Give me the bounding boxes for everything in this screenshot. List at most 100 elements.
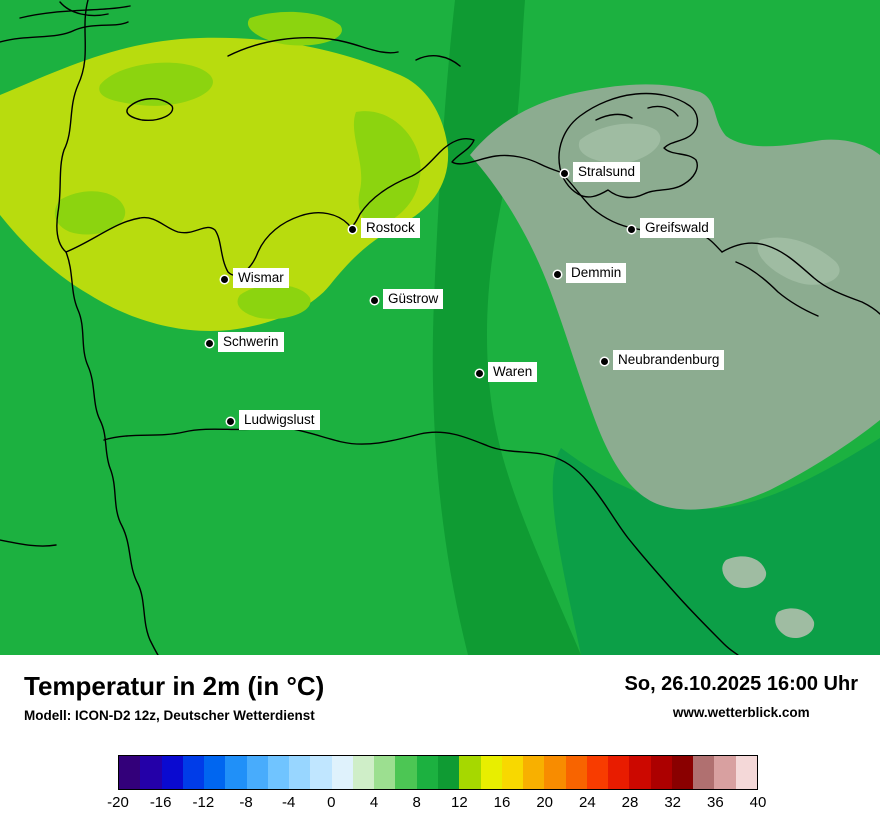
legend-segment	[161, 756, 183, 789]
island-ruegen-outline	[558, 92, 699, 199]
zone-yellow-green	[0, 37, 449, 331]
legend-tick-label: -16	[149, 794, 172, 811]
zone-sage-light-ruegen	[578, 123, 661, 164]
legend-segment	[204, 756, 226, 789]
city-label: Stralsund	[573, 162, 641, 182]
zone-sage-light-usedom	[757, 237, 840, 285]
legend-segment	[119, 756, 141, 789]
island-usedom-outline	[721, 242, 880, 317]
zone-teal-green	[552, 438, 880, 655]
legend-segment	[586, 756, 609, 789]
legend-tick-label: 24	[578, 794, 596, 811]
legend-segment	[331, 756, 353, 789]
coastline-baltic	[65, 138, 723, 277]
legend-tick-label: 20	[536, 794, 553, 811]
legend-segment	[608, 756, 630, 789]
city-label: Rostock	[361, 218, 420, 238]
legend-segment	[714, 756, 736, 789]
city-dot	[475, 369, 483, 377]
city-label: Schwerin	[218, 332, 284, 352]
legend-segment	[246, 756, 268, 789]
legend-bar	[118, 755, 758, 790]
city-label: Güstrow	[383, 289, 444, 309]
legend-segment	[289, 756, 311, 789]
legend-tick-label: -12	[192, 794, 215, 811]
border-fragment-southwest	[0, 539, 57, 547]
legend-segment	[437, 756, 460, 789]
legend-tick-label: 40	[749, 794, 767, 811]
datetime-label: So, 26.10.2025 16:00 Uhr	[624, 673, 858, 695]
model-label: Modell: ICON-D2 12z, Deutscher Wetterdie…	[24, 708, 315, 723]
legend-segment	[735, 756, 757, 789]
legend-ticks: -20 -16 -12 -8 -4 0 4 8 12 16 20 24 28 32 36 40	[107, 794, 766, 816]
city-dot	[600, 357, 608, 365]
legend-tick-label: 4	[369, 794, 379, 811]
city-label: Waren	[488, 362, 538, 382]
legend-tick-label: 12	[450, 794, 468, 811]
legend-tick-label: 8	[412, 794, 421, 811]
legend-segment	[565, 756, 587, 789]
legend-tick-label: 36	[706, 794, 724, 811]
page-title: Temperatur in 2m (in °C)	[24, 671, 325, 701]
legend-segment	[140, 756, 162, 789]
legend-tick-label: -20	[107, 794, 129, 811]
city-dot	[220, 275, 228, 283]
legend-segment	[544, 756, 566, 789]
zone-light-green-patch-3	[237, 284, 311, 319]
legend-segment	[501, 756, 524, 789]
legend-segment	[650, 756, 672, 789]
legend-segment	[671, 756, 694, 789]
border-west	[56, 0, 89, 253]
legend-tick-label: 32	[664, 794, 681, 811]
legend-segment	[374, 756, 396, 789]
legend-tick-label: -8	[239, 794, 253, 811]
city-dot	[560, 169, 568, 177]
legend-segment	[225, 756, 247, 789]
legend-segment	[310, 756, 332, 789]
city-dot	[226, 417, 234, 425]
legend-segment	[629, 756, 651, 789]
legend-segment	[267, 756, 290, 789]
datetime-block: So, 26.10.2025 16:00 Uhr www.wetterblick…	[625, 671, 858, 720]
legend-segment	[352, 756, 375, 789]
city-dot	[370, 296, 378, 304]
legend-segment	[416, 756, 438, 789]
legend-segment	[395, 756, 417, 789]
legend-segment	[459, 756, 481, 789]
zone-light-green-patch-4	[247, 11, 342, 46]
legend-tick-label: -4	[281, 794, 296, 811]
legend-segment	[693, 756, 715, 789]
city-dot	[348, 225, 356, 233]
legend-segment	[523, 756, 545, 789]
city-dot	[553, 270, 561, 278]
city-label: Demmin	[566, 263, 627, 283]
island-ruegen-bodden-lines	[595, 105, 679, 121]
legend-segment	[182, 756, 205, 789]
zone-light-green-patch-5	[353, 111, 421, 226]
coast-fragments-northwest	[0, 1, 131, 43]
city-label: Ludwigslust	[239, 410, 320, 430]
footer: Temperatur in 2m (in °C) Modell: ICON-D2…	[0, 655, 880, 830]
zone-dark-green-band	[432, 0, 581, 655]
weather-map: Stralsund Greifswald Rostock Wismar Demm…	[0, 0, 880, 655]
legend-tick-label: 28	[621, 794, 639, 811]
state-border-west	[65, 251, 159, 655]
temperature-legend: -20 -16 -12 -8 -4 0 4 8 12 16 20 24 28 32 36 40	[107, 755, 766, 816]
zone-sage-patch-south-2	[775, 608, 815, 639]
city-label: Greifswald	[640, 218, 714, 238]
zone-sage-patch-south-1	[722, 556, 767, 589]
zone-light-green-patch-1	[99, 62, 213, 106]
website-label: www.wetterblick.com	[672, 705, 810, 720]
legend-tick-label: 16	[493, 794, 511, 811]
city-dot	[205, 339, 213, 347]
city-dot	[627, 225, 635, 233]
city-label: Neubrandenburg	[613, 350, 725, 370]
legend-segment	[480, 756, 502, 789]
zone-light-green-patch-2	[54, 191, 126, 235]
legend-tick-label: 0	[327, 794, 336, 811]
map-canvas	[0, 0, 880, 655]
island-fehmarn-outline	[126, 98, 174, 122]
city-label: Wismar	[233, 268, 289, 288]
title-block: Temperatur in 2m (in °C) Modell: ICON-D2…	[24, 671, 324, 723]
coast-fragments-north	[227, 37, 461, 67]
